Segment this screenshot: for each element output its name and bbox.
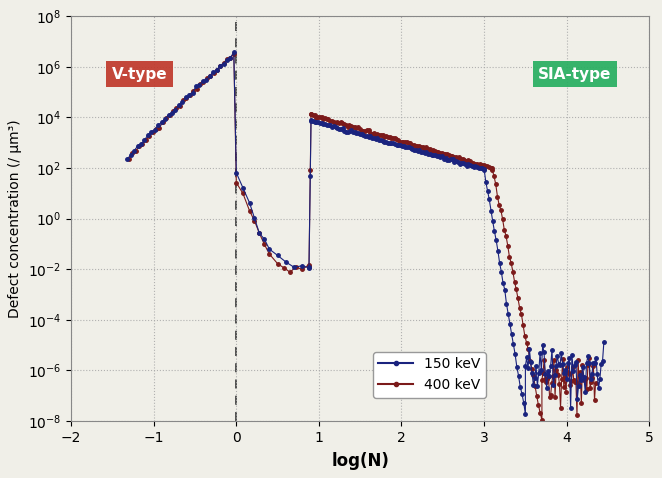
400 keV — [538, 417, 546, 423]
Line: 150 keV: 150 keV — [126, 51, 606, 416]
400 keV — [528, 366, 536, 372]
400 keV — [230, 51, 238, 57]
150 keV — [353, 130, 361, 136]
400 keV — [461, 157, 469, 163]
Legend: 150 keV, 400 keV: 150 keV, 400 keV — [373, 352, 487, 398]
Line: 400 keV: 400 keV — [127, 52, 597, 422]
150 keV — [600, 339, 608, 345]
150 keV — [522, 412, 530, 417]
400 keV — [330, 119, 338, 125]
Text: SIA-type: SIA-type — [538, 67, 612, 82]
X-axis label: log(N): log(N) — [331, 452, 389, 470]
150 keV — [239, 185, 247, 191]
150 keV — [593, 371, 601, 377]
150 keV — [195, 82, 203, 88]
400 keV — [504, 243, 512, 249]
Text: V-type: V-type — [112, 67, 167, 82]
Y-axis label: Defect concentration (/ μm³): Defect concentration (/ μm³) — [9, 119, 23, 318]
150 keV — [189, 90, 197, 96]
150 keV — [123, 156, 131, 162]
400 keV — [592, 380, 600, 386]
400 keV — [125, 156, 133, 162]
150 keV — [332, 124, 340, 130]
400 keV — [307, 168, 314, 174]
150 keV — [230, 49, 238, 55]
400 keV — [565, 371, 573, 377]
